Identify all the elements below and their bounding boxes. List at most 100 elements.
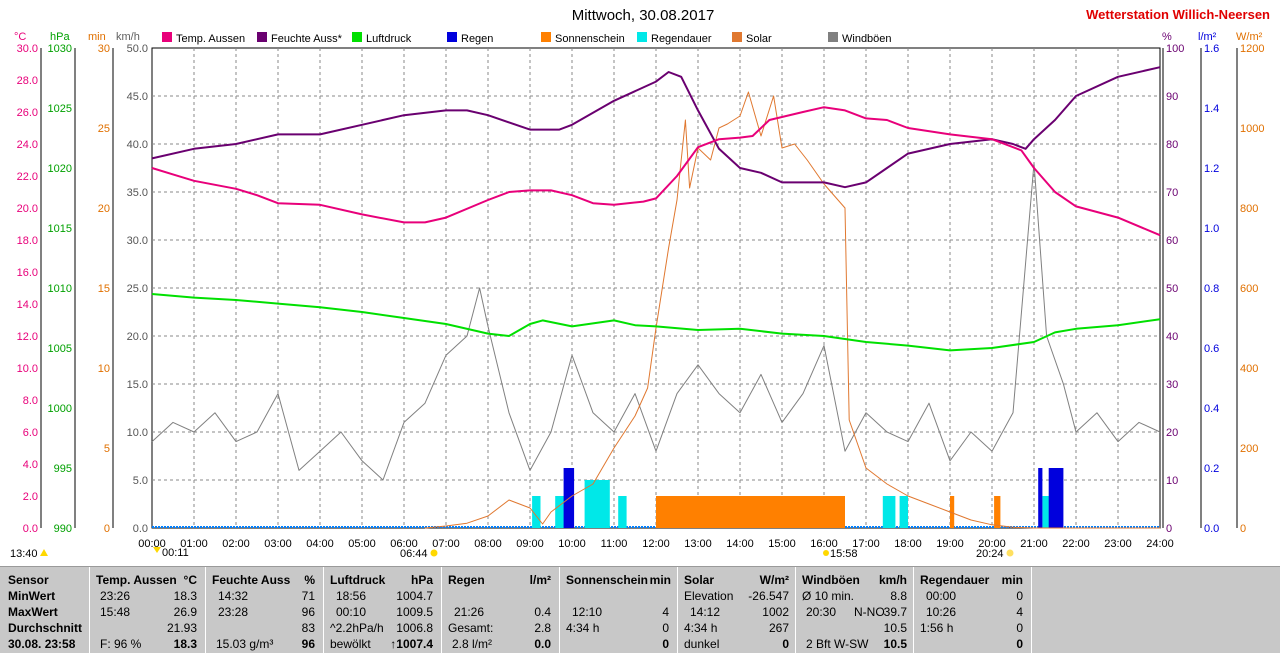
legend-swatch (637, 32, 647, 42)
legend-swatch (257, 32, 267, 42)
temp-tick-label: 16.0 (17, 267, 38, 279)
legend-label: Regendauer (651, 33, 712, 45)
temp-tick-label: 0.0 (23, 523, 38, 535)
x-tick-label: 23:00 (1104, 538, 1132, 550)
rain-duration-max-time: 10:26 (926, 605, 957, 619)
temp-tick-label: 28.0 (17, 75, 38, 87)
wind-tick-label: 5.0 (133, 475, 148, 487)
pressure-tick-label: 1000 (48, 403, 72, 415)
minutes-tick-label: 25 (98, 123, 110, 135)
humidity-avg: 83 (301, 621, 315, 635)
bar-sonnenschein (994, 496, 1001, 528)
gust-unit: km/h (878, 573, 907, 587)
sunshine-max: 4 (662, 605, 669, 619)
stats-sunshine: Sonnenschein min 12:10 4 4:34 h 0 0 (560, 567, 678, 653)
solar-max-time: 14:12 (690, 605, 721, 619)
unit-solar: W/m² (1236, 31, 1263, 43)
pressure-title: Luftdruck (330, 573, 386, 587)
x-tick-label: 20:00 (978, 538, 1006, 550)
solar-unit: W/m² (759, 573, 789, 587)
stats-table: Sensor MinWert MaxWert Durchschnitt 30.0… (0, 566, 1280, 653)
rain-tick-label: 0.4 (1204, 403, 1219, 415)
sunrise-time: 06:44 (400, 548, 428, 560)
wind-tick-label: 15.0 (127, 379, 148, 391)
footer-date: 30.08. 23:58 (8, 637, 76, 651)
solar-tick-label: 0 (1240, 523, 1246, 535)
gust-max-dir: N-NO (854, 605, 885, 619)
rain-tick-label: 1.6 (1204, 43, 1219, 55)
x-tick-label: 02:00 (222, 538, 250, 550)
series-line-windb-en (151, 162, 1161, 481)
legend-label: Windböen (842, 33, 892, 45)
bar-regendauer (882, 496, 896, 528)
rain-duration-footer-value: 0 (1016, 637, 1023, 651)
x-tick-label: 13:00 (684, 538, 712, 550)
pressure-footer-left: bewölkt (330, 637, 371, 651)
chart-title: Mittwoch, 30.08.2017 (572, 7, 715, 24)
temp-tick-label: 6.0 (23, 427, 38, 439)
temp-max: 26.9 (173, 605, 197, 619)
solar-max: 1002 (762, 605, 789, 619)
temp-tick-label: 26.0 (17, 107, 38, 119)
sunset-moon-icon (1006, 549, 1014, 557)
rain-footer-left: 2.8 l/m² (452, 637, 493, 651)
wind-tick-label: 35.0 (127, 187, 148, 199)
temp-max-time: 15:48 (100, 605, 131, 619)
row-label-avg: Durchschnitt (8, 621, 83, 635)
rain-tick-label: 0.2 (1204, 463, 1219, 475)
rain-title: Regen (448, 573, 485, 587)
first-marker-arrow (153, 547, 161, 553)
humidity-tick-label: 40 (1166, 331, 1178, 343)
legend-swatch (447, 32, 457, 42)
x-tick-label: 06:00 (390, 538, 418, 550)
stats-rain: Regen l/m² 21:26 0.4 Gesamt: 2.8 2.8 l/m… (442, 567, 560, 653)
solar-tick-label: 1000 (1240, 123, 1264, 135)
rain-tick-label: 0.6 (1204, 343, 1219, 355)
solar-avg: 267 (768, 621, 789, 635)
min-temp-marker (40, 549, 48, 556)
rain-unit: l/m² (529, 573, 551, 587)
temp-tick-label: 14.0 (17, 299, 38, 311)
x-tick-label: 14:00 (726, 538, 754, 550)
temp-title: Temp. Aussen (96, 573, 177, 587)
humidity-tick-label: 90 (1166, 91, 1178, 103)
stats-gust: Windböen km/h Ø 10 min. 8.8 20:30 N-NO 3… (796, 567, 914, 653)
bar-regendauer (584, 480, 610, 528)
gust-title: Windböen (802, 573, 860, 587)
pressure-avg: 1006.8 (396, 621, 433, 635)
bar-sonnenschein (656, 496, 845, 528)
pressure-footer-value: ↑1007.4 (390, 637, 433, 651)
temp-tick-label: 20.0 (17, 203, 38, 215)
temp-avg: 21.93 (166, 621, 197, 635)
temp-footer-left: F: 96 % (100, 637, 142, 651)
x-tick-label: 16:00 (810, 538, 838, 550)
minutes-tick-label: 20 (98, 203, 110, 215)
wind-tick-label: 45.0 (127, 91, 148, 103)
gust-avg10: 8.8 (890, 589, 907, 603)
x-tick-label: 22:00 (1062, 538, 1090, 550)
solar-footer-value: 0 (782, 637, 789, 651)
humidity-tick-label: 0 (1166, 523, 1172, 535)
gust-footer-left: 2 Bft W-SW (806, 637, 869, 651)
temp-tick-label: 22.0 (17, 171, 38, 183)
series-line-luftdruck (151, 293, 1161, 352)
x-tick-label: 19:00 (936, 538, 964, 550)
wind-tick-label: 0.0 (133, 523, 148, 535)
humidity-footer-left: 15.03 g/m³ (216, 637, 274, 651)
humidity-tick-label: 10 (1166, 475, 1178, 487)
humidity-tick-label: 30 (1166, 379, 1178, 391)
temp-tick-label: 2.0 (23, 491, 38, 503)
humidity-unit: % (304, 573, 315, 587)
humidity-min-time: 14:32 (218, 589, 249, 603)
solar-duration: 4:34 h (684, 621, 718, 635)
rain-duration-avg: 0 (1016, 621, 1023, 635)
row-label-max: MaxWert (8, 605, 58, 619)
weather-chart: Mittwoch, 30.08.2017 Wetterstation Willi… (10, 7, 1270, 560)
bar-regendauer (899, 496, 908, 528)
unit-temp: °C (14, 31, 26, 43)
rain-max: 0.4 (534, 605, 551, 619)
pressure-min: 1004.7 (396, 589, 433, 603)
temp-tick-label: 30.0 (17, 43, 38, 55)
wind-tick-label: 25.0 (127, 283, 148, 295)
pressure-max: 1009.5 (396, 605, 433, 619)
